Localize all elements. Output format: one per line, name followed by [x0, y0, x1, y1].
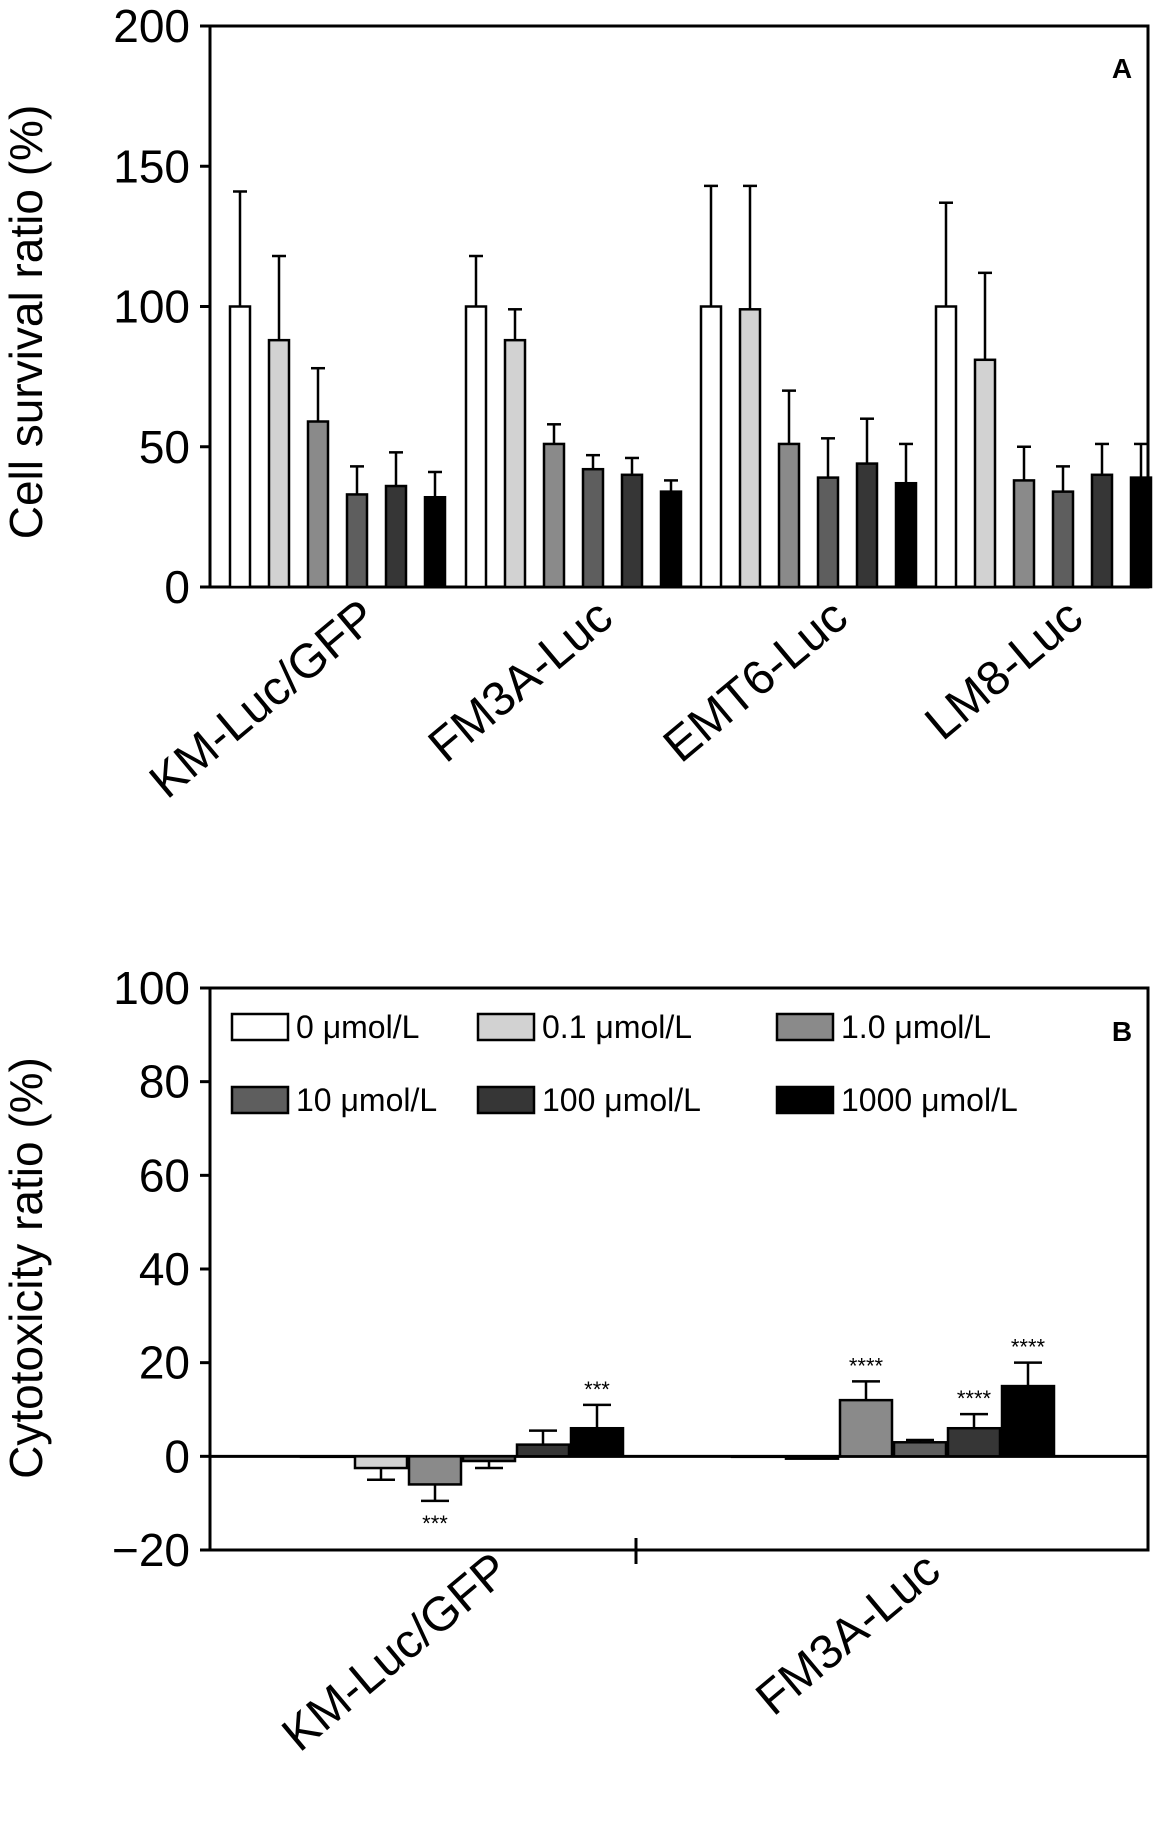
panel-a-bar	[345, 493, 369, 589]
panel-b-y-tick-label: 40	[139, 1243, 190, 1295]
panel-b-bar	[299, 1455, 355, 1459]
panel-a-y-tick-label: 0	[164, 561, 190, 613]
panel-a-y-tick-label: 50	[139, 421, 190, 473]
panel-b-bar	[838, 1398, 894, 1458]
panel-a-bar	[267, 338, 291, 589]
panel-a-bar	[738, 308, 762, 589]
panel-b-bar	[461, 1455, 517, 1463]
panel-a-bar	[503, 338, 527, 589]
panel-b-y-tick-label: 60	[139, 1149, 190, 1201]
panel-b-bar	[946, 1426, 1002, 1458]
panel-b-significance-label: ****	[849, 1353, 884, 1378]
panel-a-bar	[659, 490, 683, 589]
panel-a-bar	[228, 305, 252, 589]
panel-a-bar	[894, 481, 918, 589]
panel-a-y-tick-label: 100	[113, 281, 190, 333]
panel-a-bar	[306, 420, 330, 589]
panel-a-category-label: FM3A-Luc	[419, 590, 623, 773]
panel-a-category-label: LM8-Luc	[915, 590, 1092, 751]
panel-a-bar	[973, 358, 997, 589]
panel-a-category-label: EMT6-Luc	[654, 590, 858, 773]
panel-b-legend-swatch	[775, 1085, 835, 1115]
panel-b-y-tick-label: 20	[139, 1337, 190, 1389]
panel-b-legend-swatch	[775, 1012, 835, 1042]
panel-b-bar	[353, 1455, 409, 1470]
panel-b-significance-label: ****	[957, 1386, 992, 1411]
panel-b-category-label: FM3A-Luc	[746, 1543, 950, 1726]
panel-a-bar	[1051, 490, 1075, 589]
panel-b-legend-label: 0 μmol/L	[296, 1009, 419, 1045]
panel-a-bar	[934, 305, 958, 589]
panel-a-bar	[581, 467, 605, 589]
panel-a-bar	[384, 484, 408, 589]
panel-a-bar	[777, 442, 801, 589]
panel-a-bar	[1090, 473, 1114, 589]
panel-b-legend-label: 1000 μmol/L	[841, 1082, 1018, 1118]
panel-b-legend-label: 0.1 μmol/L	[542, 1009, 692, 1045]
panel-b-bar	[730, 1455, 786, 1459]
panel-a-y-tick-label: 150	[113, 140, 190, 192]
panel-b-y-tick-label: 0	[164, 1430, 190, 1482]
panel-b-bar	[569, 1426, 625, 1458]
panel-a: A Cell survival ratio (%) 0 50 100 150 200 KM…	[0, 0, 1153, 809]
panel-b-bar	[1000, 1384, 1056, 1458]
panel-b-bar	[784, 1455, 840, 1460]
panel-b-y-tick-label: 100	[113, 962, 190, 1014]
panel-b-legend-swatch	[476, 1085, 536, 1115]
panel-b-legend-swatch	[230, 1085, 290, 1115]
panel-b-legend-label: 100 μmol/L	[542, 1082, 701, 1118]
panel-b-y-tick-label: 80	[139, 1056, 190, 1108]
panel-a-y-tick-label: 200	[113, 0, 190, 52]
panel-a-y-axis-label: Cell survival ratio (%)	[0, 105, 52, 540]
panel-a-bar	[855, 462, 879, 589]
panel-a-bar	[1012, 479, 1036, 589]
panel-a-category-label: KM-Luc/GFP	[140, 590, 387, 809]
panel-b-y-axis-label: Cytotoxicity ratio (%)	[0, 1057, 52, 1479]
panel-b-significance-label: ****	[1011, 1335, 1046, 1360]
panel-a-label: A	[1112, 53, 1132, 84]
panel-b-legend-label: 1.0 μmol/L	[841, 1009, 991, 1045]
panel-a-bar	[464, 305, 488, 589]
panel-b-significance-label: ***	[584, 1377, 610, 1402]
panel-b-significance-label: ***	[422, 1511, 448, 1536]
panel-b-bar	[515, 1443, 571, 1458]
panel-b-category-label: KM-Luc/GFP	[273, 1543, 520, 1762]
panel-a-bar	[816, 476, 840, 589]
panel-b-legend-label: 10 μmol/L	[296, 1082, 437, 1118]
panel-a-bar	[620, 473, 644, 589]
panel-b-bar	[407, 1455, 463, 1486]
panel-a-bar	[423, 495, 447, 589]
panel-a-bar	[699, 305, 723, 589]
panel-b-legend-swatch	[230, 1012, 290, 1042]
panel-b-plot-frame	[208, 986, 1150, 1552]
panel-a-bar	[1129, 476, 1153, 589]
panel-b-label: B	[1112, 1016, 1132, 1047]
panel-b-bar	[892, 1441, 948, 1458]
panel-b-y-tick-label: −20	[112, 1524, 190, 1576]
panel-b-legend-swatch	[476, 1012, 536, 1042]
panel-b: B Cytotoxicity ratio (%) −20 0 20 40 60 80 100…	[0, 962, 1150, 1762]
panel-a-bar	[542, 442, 566, 589]
